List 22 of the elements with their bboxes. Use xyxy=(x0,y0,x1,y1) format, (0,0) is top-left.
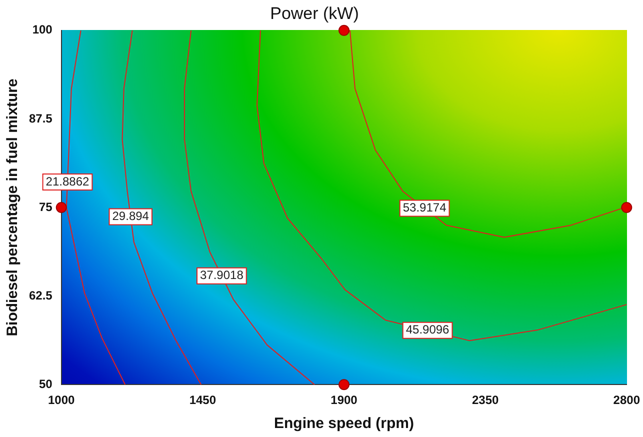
x-axis-title: Engine speed (rpm) xyxy=(274,415,414,432)
x-tick-label: 1450 xyxy=(189,393,216,408)
series-label: 45.9096 xyxy=(406,322,450,337)
series-label: 53.9174 xyxy=(402,200,447,215)
y-tick-label: 87.5 xyxy=(28,111,53,126)
x-tick-label: 2800 xyxy=(613,393,640,408)
series-label: 29.894 xyxy=(112,209,150,224)
y-axis-title: Biodiesel percentage in fuel mixture xyxy=(4,78,22,336)
y-tick-label: 75 xyxy=(38,200,53,214)
x-tick-label: 1900 xyxy=(330,393,358,408)
point xyxy=(621,202,632,213)
y-tick-label: 100 xyxy=(32,22,53,37)
point xyxy=(56,202,67,213)
point xyxy=(338,379,350,390)
y-tick-label: 62.5 xyxy=(28,288,53,302)
series-label: 21.8862 xyxy=(46,174,90,188)
y-tick-label: 50 xyxy=(38,376,53,391)
x-tick-label: 2350 xyxy=(472,393,499,408)
x-tick-label: 1000 xyxy=(48,393,76,408)
point xyxy=(338,24,350,36)
chart-title: Power (kW) xyxy=(270,4,359,23)
series-label: 37.9018 xyxy=(200,268,244,282)
